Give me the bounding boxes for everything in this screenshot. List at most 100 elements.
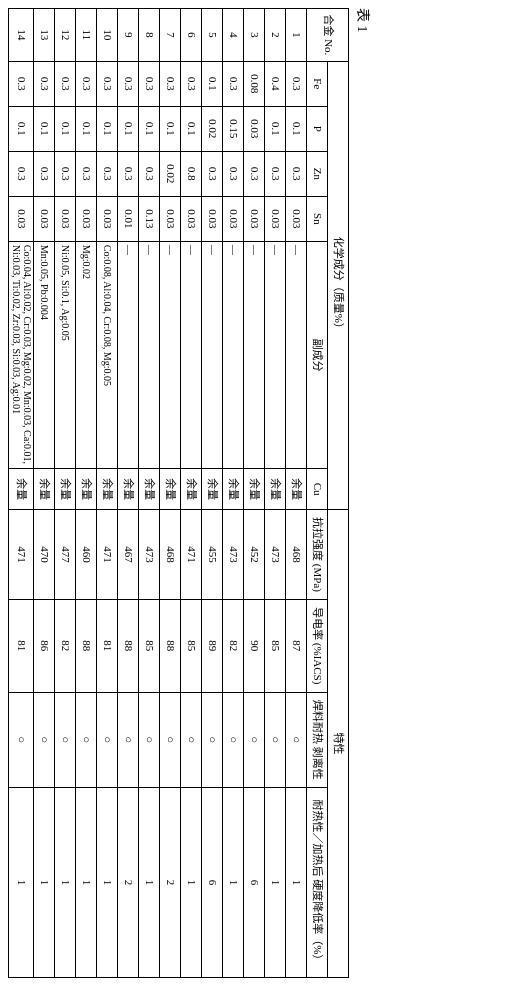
cell-solder: ○ (286, 692, 307, 787)
table-row: 60.30.10.80.03—余量47185○1 (181, 9, 202, 978)
cell-no: 8 (139, 9, 160, 62)
hdr-chem-group: 化学成分（质量%） (328, 61, 349, 509)
hdr-solder: 焊料耐热 剥离性 (307, 692, 328, 787)
cell-fe: 0.3 (181, 61, 202, 106)
cell-cond: 86 (34, 599, 55, 692)
cell-solder: ○ (34, 692, 55, 787)
cell-sub: — (181, 241, 202, 468)
cell-cond: 82 (223, 599, 244, 692)
cell-cond: 88 (160, 599, 181, 692)
cell-zn: 0.3 (139, 151, 160, 196)
cell-no: 14 (9, 9, 34, 62)
cell-sn: 0.03 (223, 196, 244, 241)
cell-zn: 0.3 (202, 151, 223, 196)
cell-p: 0.1 (97, 106, 118, 151)
cell-ts: 471 (181, 510, 202, 600)
cell-solder: ○ (202, 692, 223, 787)
cell-p: 0.1 (34, 106, 55, 151)
cell-p: 0.1 (286, 106, 307, 151)
cell-fe: 0.3 (55, 61, 76, 106)
cell-no: 12 (55, 9, 76, 62)
cell-sn: 0.03 (181, 196, 202, 241)
cell-sn: 0.03 (244, 196, 265, 241)
cell-fe: 0.1 (202, 61, 223, 106)
table-row: 30.080.030.30.03—余量45290○6 (244, 9, 265, 978)
cell-heat: 6 (202, 787, 223, 977)
cell-no: 3 (244, 9, 265, 62)
hdr-alloy-no: 合金 No. (307, 9, 349, 62)
cell-cu: 余量 (55, 469, 76, 510)
cell-p: 0.1 (118, 106, 139, 151)
table-row: 110.30.10.30.03Mg:0.02余量46088○1 (76, 9, 97, 978)
cell-cu: 余量 (34, 469, 55, 510)
cell-cu: 余量 (160, 469, 181, 510)
cell-zn: 0.8 (181, 151, 202, 196)
cell-ts: 471 (9, 510, 34, 600)
hdr-fe: Fe (307, 61, 328, 106)
cell-zn: 0.3 (34, 151, 55, 196)
cell-ts: 473 (265, 510, 286, 600)
cell-sub: Mn:0.05, Pb:0.004 (34, 241, 55, 468)
cell-ts: 471 (97, 510, 118, 600)
cell-sub: Ni:0.05, Si:0.1, Ag:0.05 (55, 241, 76, 468)
cell-cu: 余量 (286, 469, 307, 510)
cell-heat: 2 (160, 787, 181, 977)
cell-zn: 0.3 (55, 151, 76, 196)
cell-heat: 6 (244, 787, 265, 977)
cell-p: 0.1 (160, 106, 181, 151)
cell-sub: Co:0.08, Al:0.04, Cr:0.08, Mg:0.05 (97, 241, 118, 468)
cell-ts: 473 (139, 510, 160, 600)
cell-ts: 460 (76, 510, 97, 600)
hdr-sub: 副成分 (307, 241, 328, 468)
cell-cu: 余量 (223, 469, 244, 510)
cell-cu: 余量 (202, 469, 223, 510)
cell-zn: 0.3 (265, 151, 286, 196)
cell-no: 1 (286, 9, 307, 62)
cell-no: 11 (76, 9, 97, 62)
cell-solder: ○ (118, 692, 139, 787)
cell-ts: 468 (160, 510, 181, 600)
cell-heat: 1 (34, 787, 55, 977)
table-row: 140.30.10.30.03Co:0.04, Al:0.02, Cr:0.03… (9, 9, 34, 978)
cell-solder: ○ (76, 692, 97, 787)
cell-sn: 0.13 (139, 196, 160, 241)
cell-heat: 1 (55, 787, 76, 977)
hdr-ts: 抗拉强度 (MPa) (307, 510, 328, 600)
hdr-p: P (307, 106, 328, 151)
hdr-heat: 耐热性／加热后 硬度降低率（%） (307, 787, 328, 977)
cell-fe: 0.3 (34, 61, 55, 106)
cell-heat: 1 (76, 787, 97, 977)
cell-ts: 470 (34, 510, 55, 600)
cell-p: 0.1 (265, 106, 286, 151)
cell-solder: ○ (55, 692, 76, 787)
cell-cond: 88 (76, 599, 97, 692)
cell-sub: — (160, 241, 181, 468)
cell-sn: 0.03 (76, 196, 97, 241)
cell-cond: 89 (202, 599, 223, 692)
table-row: 50.10.020.30.03—余量45589○6 (202, 9, 223, 978)
cell-no: 10 (97, 9, 118, 62)
cell-heat: 1 (9, 787, 34, 977)
cell-no: 2 (265, 9, 286, 62)
cell-cond: 85 (139, 599, 160, 692)
table-caption: 表 1 (353, 8, 373, 978)
cell-sn: 0.03 (97, 196, 118, 241)
cell-sn: 0.03 (9, 196, 34, 241)
cell-p: 0.03 (244, 106, 265, 151)
table-row: 20.40.10.30.03—余量47385○1 (265, 9, 286, 978)
hdr-sn: Sn (307, 196, 328, 241)
cell-cu: 余量 (97, 469, 118, 510)
table-row: 40.30.150.30.03—余量47382○1 (223, 9, 244, 978)
cell-ts: 452 (244, 510, 265, 600)
cell-solder: ○ (223, 692, 244, 787)
cell-no: 5 (202, 9, 223, 62)
cell-cond: 88 (118, 599, 139, 692)
cell-solder: ○ (181, 692, 202, 787)
cell-heat: 1 (181, 787, 202, 977)
cell-cu: 余量 (76, 469, 97, 510)
cell-cu: 余量 (181, 469, 202, 510)
cell-sn: 0.01 (118, 196, 139, 241)
cell-fe: 0.3 (286, 61, 307, 106)
cell-zn: 0.3 (244, 151, 265, 196)
cell-fe: 0.3 (97, 61, 118, 106)
